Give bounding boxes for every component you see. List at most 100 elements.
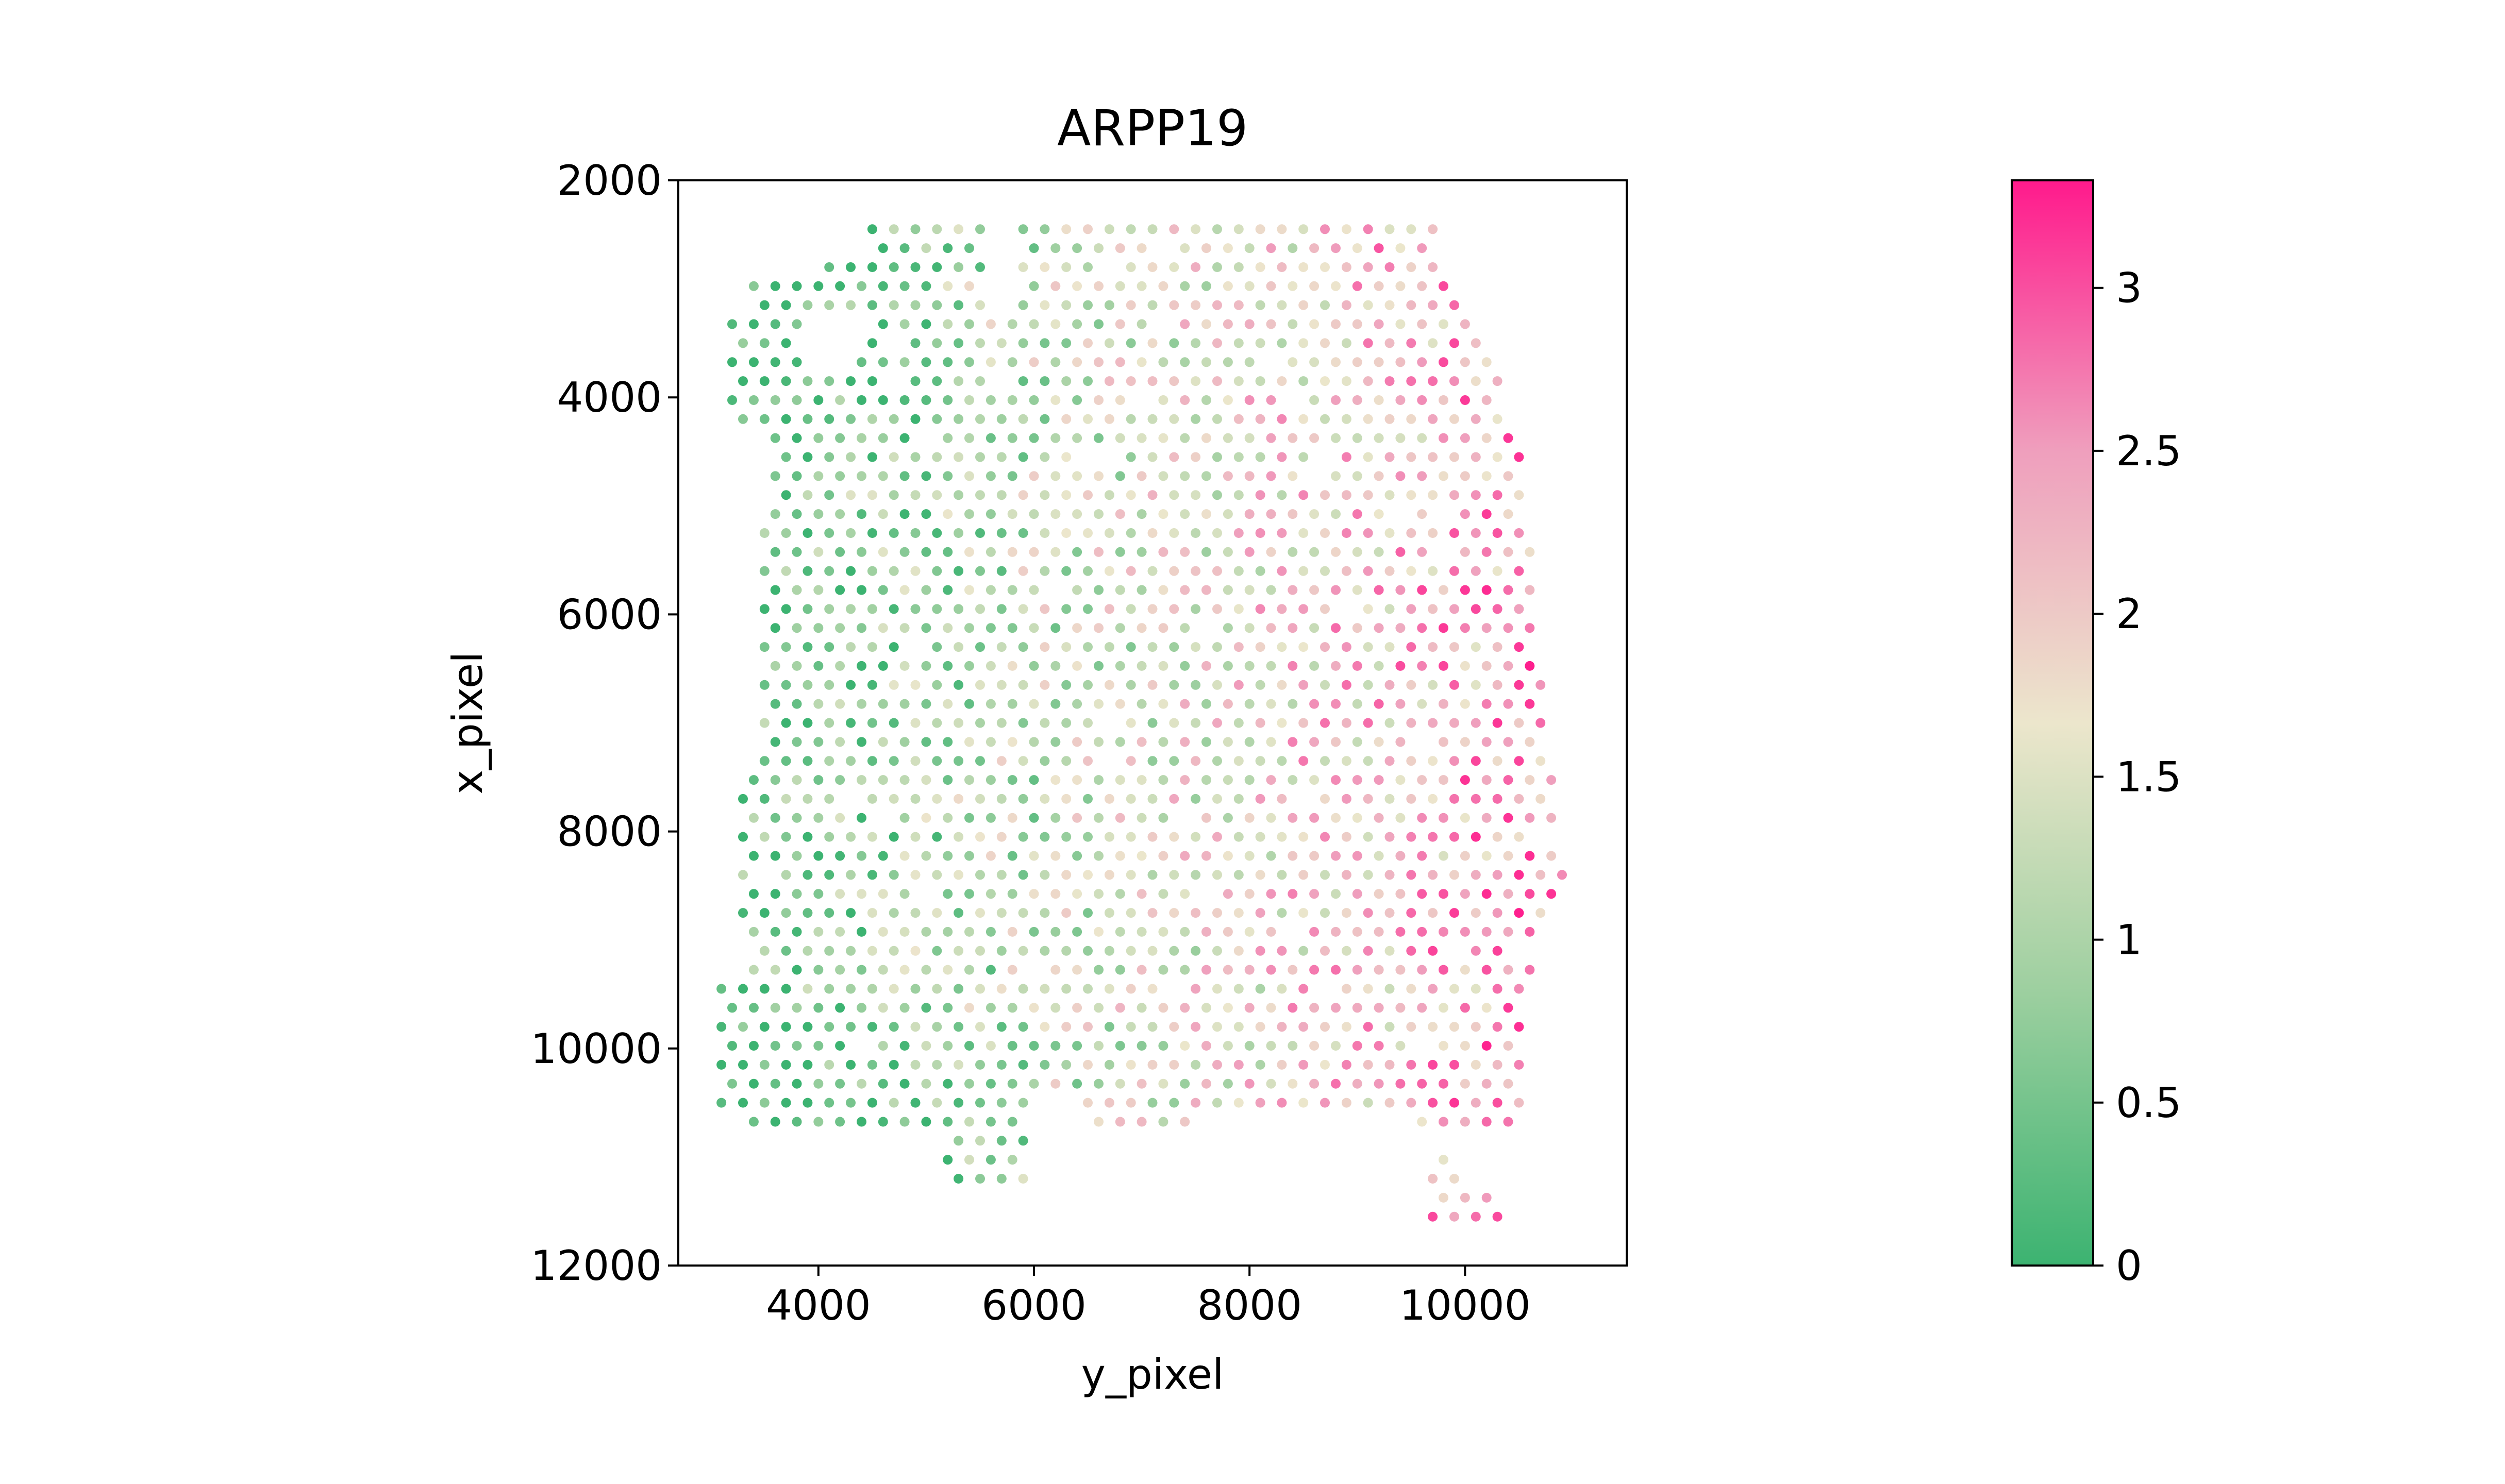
data-point (1503, 1041, 1513, 1051)
data-point (1309, 737, 1320, 747)
data-point (1212, 490, 1222, 500)
data-point (1320, 490, 1330, 500)
data-point (1094, 319, 1104, 329)
data-point (1115, 585, 1125, 595)
data-point (1061, 566, 1072, 576)
data-point (1180, 1117, 1190, 1127)
data-point (1320, 1059, 1330, 1070)
data-point (792, 965, 802, 975)
data-point (1223, 851, 1233, 861)
data-point (932, 1098, 942, 1108)
data-point (1266, 395, 1276, 405)
data-point (1061, 604, 1072, 614)
data-point (1557, 870, 1567, 880)
data-point (770, 471, 780, 481)
data-point (1449, 604, 1459, 614)
data-point (1384, 338, 1395, 348)
data-point (781, 490, 791, 500)
data-point (1191, 756, 1201, 766)
data-point (1158, 281, 1168, 291)
data-point (770, 699, 780, 709)
data-point (986, 661, 996, 671)
data-point (846, 718, 856, 728)
data-point (1288, 509, 1298, 519)
data-point (1233, 338, 1244, 348)
data-point (1029, 1041, 1039, 1051)
data-point (1449, 376, 1459, 386)
data-point (1503, 775, 1513, 785)
data-point (1525, 699, 1535, 709)
data-point (1223, 357, 1233, 367)
data-point (867, 604, 877, 614)
data-point (1352, 775, 1362, 785)
data-point (1384, 718, 1395, 728)
data-point (1341, 1098, 1351, 1108)
data-point (1309, 319, 1320, 329)
data-point (1514, 566, 1524, 576)
data-point (1115, 357, 1125, 367)
data-point (1374, 623, 1384, 633)
data-point (1406, 908, 1416, 918)
data-point (1126, 718, 1136, 728)
data-point (1546, 889, 1557, 899)
data-point (803, 604, 813, 614)
data-point (1481, 623, 1492, 633)
data-point (1018, 566, 1028, 576)
data-point (1471, 604, 1481, 614)
data-point (1374, 585, 1384, 595)
data-point (1341, 756, 1351, 766)
data-point (867, 528, 877, 538)
data-point (1320, 300, 1330, 310)
data-point (835, 851, 845, 861)
data-point (1169, 300, 1179, 310)
data-point (1191, 376, 1201, 386)
data-point (1266, 547, 1276, 557)
data-point (824, 528, 834, 538)
data-point (899, 1117, 910, 1127)
data-point (1492, 566, 1502, 576)
data-point (1104, 566, 1114, 576)
data-point (1223, 1041, 1233, 1051)
data-point (1180, 851, 1190, 861)
data-point (1104, 642, 1114, 652)
data-point (835, 395, 845, 405)
data-point (1158, 357, 1168, 367)
data-point (1255, 490, 1265, 500)
data-point (1298, 452, 1309, 462)
data-point (1158, 1003, 1168, 1013)
data-point (1007, 699, 1017, 709)
data-point (1255, 528, 1265, 538)
data-point (1233, 756, 1244, 766)
data-point (1428, 566, 1438, 576)
data-point (1050, 319, 1061, 329)
data-point (1417, 889, 1427, 899)
data-point (1104, 1022, 1114, 1032)
data-point (1439, 889, 1448, 899)
data-point (1029, 737, 1039, 747)
data-point (1061, 756, 1072, 766)
data-point (1201, 547, 1211, 557)
colorbar (2011, 179, 2094, 1267)
data-point (803, 376, 813, 386)
data-point (1018, 718, 1028, 728)
data-point (824, 490, 834, 500)
data-point (1201, 699, 1211, 709)
data-point (1126, 300, 1136, 310)
data-point (1309, 1078, 1320, 1089)
data-point (921, 1078, 931, 1089)
data-point (1147, 1022, 1158, 1032)
data-point (1158, 1078, 1168, 1089)
data-point (781, 452, 791, 462)
data-point (1492, 794, 1502, 804)
data-point (943, 737, 953, 747)
data-point (1233, 1059, 1244, 1070)
data-point (1460, 357, 1470, 367)
data-point (813, 585, 824, 595)
data-point (1514, 528, 1524, 538)
data-point (1255, 1098, 1265, 1108)
data-point (1471, 642, 1481, 652)
data-point (835, 433, 845, 443)
data-point (1061, 1059, 1072, 1070)
data-point (1288, 813, 1298, 823)
data-point (1374, 889, 1384, 899)
